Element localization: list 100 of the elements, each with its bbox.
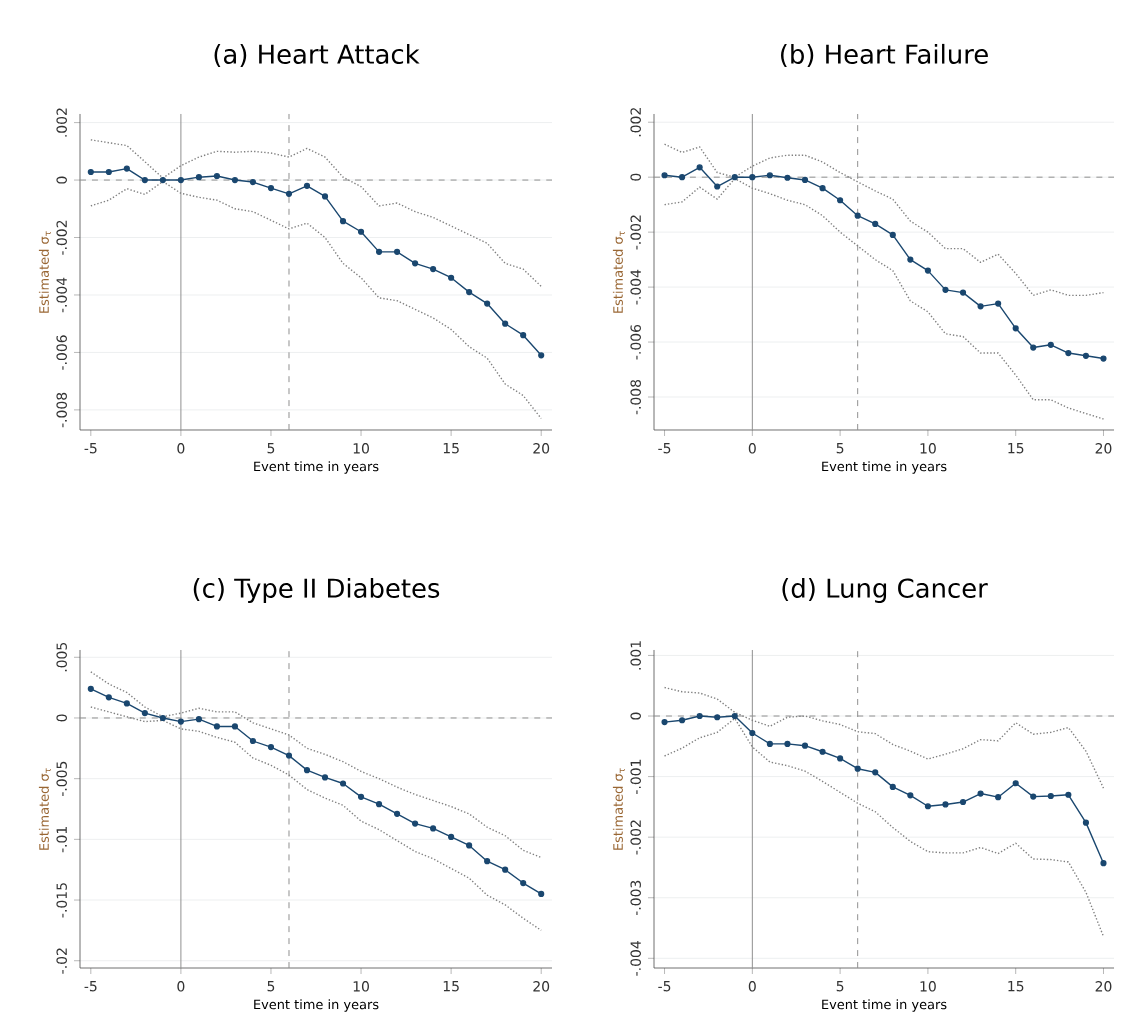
point (924, 803, 931, 810)
point (819, 748, 826, 755)
point (1082, 352, 1090, 359)
point (784, 174, 791, 181)
point (1047, 341, 1054, 348)
point (87, 685, 94, 692)
point (1082, 819, 1090, 826)
point (393, 248, 401, 255)
point (412, 820, 419, 827)
point (177, 718, 184, 725)
point (177, 176, 184, 184)
point (1100, 355, 1107, 362)
point (213, 172, 221, 180)
point (924, 267, 931, 274)
point (87, 168, 94, 176)
point (412, 260, 419, 267)
point (661, 718, 668, 726)
point (679, 717, 686, 724)
point (837, 755, 844, 762)
line-series (663, 686, 1105, 789)
point (731, 174, 738, 181)
point (195, 716, 202, 723)
point (696, 712, 703, 720)
point (942, 801, 949, 808)
point (141, 176, 148, 184)
point (889, 231, 896, 238)
point (357, 793, 365, 800)
point (731, 712, 738, 720)
point (889, 783, 896, 790)
chart-title: (b) Heart Failure (781, 43, 988, 67)
point (105, 694, 112, 701)
point (375, 248, 383, 255)
chart-title: (d) Lung Cancer (782, 577, 988, 603)
point (977, 790, 984, 797)
point (801, 176, 809, 184)
point (466, 842, 473, 849)
point (837, 197, 844, 204)
point (430, 825, 437, 832)
point (285, 190, 293, 197)
point (159, 714, 166, 722)
point (448, 833, 455, 840)
point (1065, 349, 1072, 357)
point (393, 810, 401, 817)
point (907, 792, 914, 799)
point (959, 289, 967, 296)
point (1012, 325, 1019, 332)
point (1065, 791, 1072, 798)
point (538, 890, 545, 898)
point (195, 174, 202, 181)
point (159, 176, 166, 184)
point (448, 274, 455, 281)
point (784, 740, 791, 747)
point (141, 710, 148, 717)
point (995, 794, 1002, 801)
point (213, 723, 221, 730)
point (1012, 780, 1019, 787)
point (267, 744, 275, 751)
point (321, 193, 329, 200)
point (303, 767, 311, 774)
point (249, 178, 257, 186)
point (430, 266, 437, 273)
point (959, 798, 967, 806)
point (231, 723, 239, 730)
point (942, 286, 949, 293)
point (375, 801, 383, 808)
point (231, 176, 239, 184)
point (357, 228, 365, 235)
point (766, 172, 773, 179)
point (538, 352, 545, 359)
point (679, 174, 686, 181)
point (801, 742, 809, 749)
point (696, 164, 703, 171)
point (766, 740, 773, 747)
point (749, 174, 756, 181)
chart-title: (a) Heart Attack (214, 43, 420, 67)
line-series (663, 177, 1105, 420)
point (267, 185, 275, 192)
point (123, 700, 130, 707)
point (749, 729, 756, 737)
point (1100, 860, 1107, 867)
point (854, 212, 861, 219)
point (502, 866, 509, 873)
point (484, 300, 491, 307)
point (872, 220, 879, 227)
point (714, 183, 721, 190)
point (484, 858, 491, 865)
point (303, 182, 311, 189)
point (123, 165, 130, 172)
point (995, 300, 1002, 307)
point (466, 289, 473, 296)
point (1030, 793, 1037, 800)
chart-title: (c) Type II Diabetes (193, 577, 440, 603)
point (714, 714, 721, 721)
point (1047, 792, 1054, 800)
point (502, 320, 509, 327)
point (339, 218, 347, 225)
point (339, 780, 347, 787)
point (249, 737, 257, 745)
point (105, 168, 112, 176)
point (1030, 344, 1037, 351)
